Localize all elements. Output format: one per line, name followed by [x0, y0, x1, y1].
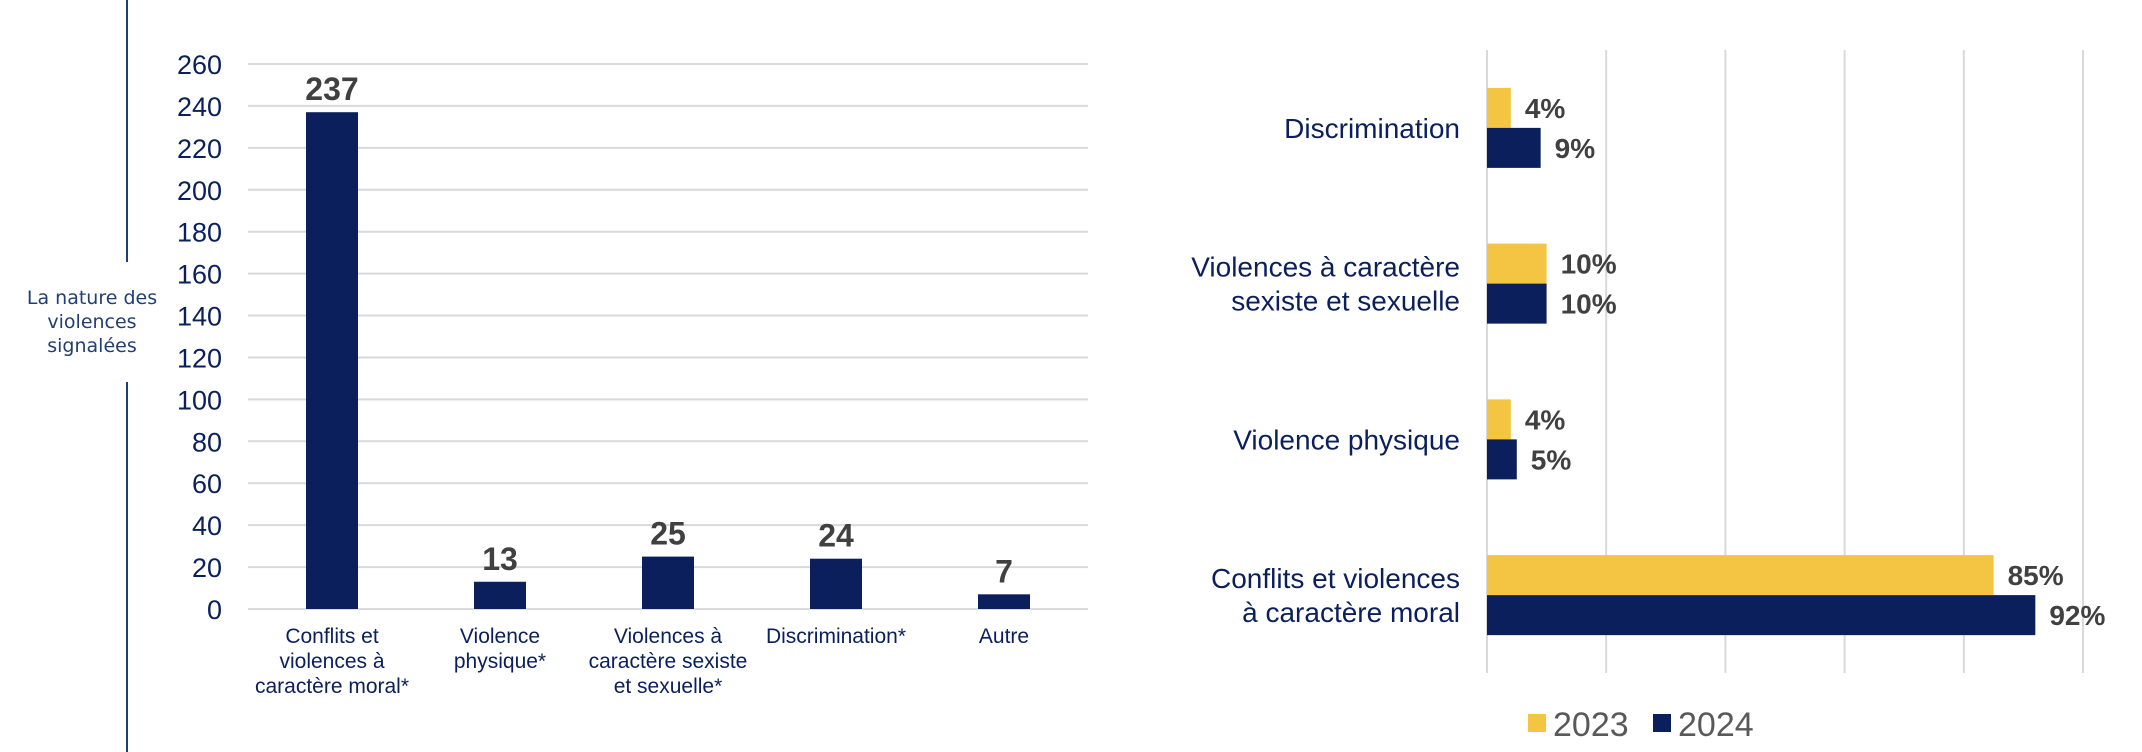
data-label: 24 [818, 518, 854, 554]
category-label: Discrimination* [766, 625, 906, 648]
y-tick-label: 20 [192, 553, 222, 583]
category-label: Discrimination [1284, 113, 1460, 144]
y-tick-label: 100 [177, 385, 222, 415]
category-label: Violences à [614, 625, 723, 648]
data-label: 13 [482, 541, 518, 577]
data-label: 4% [1525, 404, 1566, 435]
bar [306, 112, 358, 609]
left-chart-value-labels: 237 13 25 24 7 [305, 71, 1013, 589]
category-label: Violence [460, 625, 540, 648]
legend-label: 2024 [1678, 706, 1754, 744]
side-label-box: La nature des violences signalées [10, 262, 174, 382]
bar [474, 581, 526, 609]
bar [1487, 595, 2036, 636]
side-label: La nature des violences signalées [26, 287, 158, 357]
y-tick-label: 240 [177, 92, 222, 122]
y-tick-label: 40 [192, 511, 222, 541]
data-label: 10% [1561, 249, 1617, 280]
right-chart-value-labels: 4% 9% 10% 10% 4% 5% 85% 92% [1525, 93, 2106, 631]
y-tick-label: 140 [177, 302, 222, 332]
legend-label: 2023 [1553, 706, 1629, 744]
category-label: caractère moral* [255, 675, 409, 698]
y-tick-label: 160 [177, 260, 222, 290]
legend-swatch [1653, 714, 1671, 732]
y-tick-label: 180 [177, 218, 222, 248]
bar [1487, 283, 1547, 324]
category-label: caractère sexiste [589, 650, 748, 673]
bar [642, 556, 694, 609]
left-chart-bars [306, 112, 1030, 609]
data-label: 10% [1561, 289, 1617, 320]
data-label: 4% [1525, 93, 1566, 124]
bar [1487, 439, 1517, 480]
bar [1487, 243, 1547, 284]
category-label: Violence physique [1233, 424, 1460, 455]
bar [1487, 399, 1511, 440]
data-label: 7 [995, 553, 1013, 589]
category-label: à caractère moral [1242, 597, 1460, 628]
bar [1487, 87, 1511, 128]
data-label: 92% [2049, 600, 2105, 631]
right-chart-legend: 2023 2024 [1528, 706, 1754, 744]
y-tick-label: 200 [177, 176, 222, 206]
data-label: 5% [1531, 444, 1572, 475]
left-chart-y-ticks: 0 20 40 60 80 100 120 140 160 180 200 220 240 260 [177, 50, 222, 625]
category-label: Violences à caractère [1191, 252, 1460, 283]
category-label: Conflits et violences [1211, 563, 1460, 594]
data-label: 85% [2008, 560, 2064, 591]
bar [810, 558, 862, 609]
category-label: physique* [454, 650, 546, 673]
y-tick-label: 260 [177, 50, 222, 80]
y-tick-label: 0 [207, 595, 222, 625]
y-tick-label: 60 [192, 469, 222, 499]
bar [1487, 127, 1541, 168]
right-chart-bars [1487, 87, 2036, 636]
category-label: violences à [279, 650, 384, 673]
category-label: et sexuelle* [614, 675, 723, 698]
y-tick-label: 80 [192, 427, 222, 457]
data-label: 25 [650, 516, 686, 552]
left-chart-grid [248, 63, 1088, 610]
y-tick-label: 220 [177, 134, 222, 164]
data-label: 237 [305, 71, 358, 107]
data-label: 9% [1555, 133, 1596, 164]
category-label: Autre [979, 625, 1029, 648]
bar [1487, 555, 1994, 596]
right-chart-category-labels: Discrimination Violences à caractèresexis… [1191, 113, 1460, 628]
category-label: sexiste et sexuelle [1231, 286, 1460, 317]
y-tick-label: 120 [177, 343, 222, 373]
bar [978, 594, 1030, 609]
category-label: Conflits et [285, 625, 379, 648]
legend-swatch [1528, 714, 1546, 732]
